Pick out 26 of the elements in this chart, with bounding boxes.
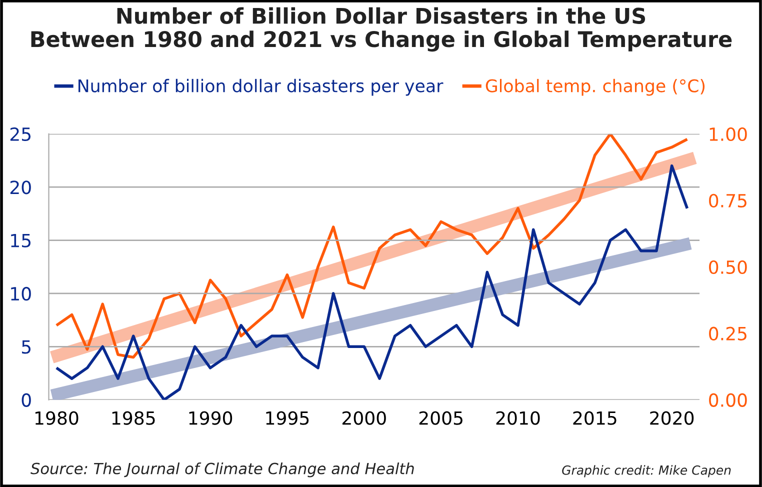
legend-label: Number of billion dollar disasters per year [78,78,444,96]
x-tick-label: 2020 [650,411,694,425]
y2-tick-label: 0.75 [709,194,746,208]
text: Graphic credit: Mike Capen [562,465,731,478]
y-tick-label: 15 [11,234,31,248]
chart-title: Number of Billion Dollar Disasters in the US Between 1980 and 2021 vs Change in Global Temperature [31,7,732,52]
source-note: Source: The Journal of Climate Change and Health [30,462,414,478]
y-tick-label: 5 [22,340,31,354]
x-tick-label: 2010 [496,411,540,425]
x-tick-label: 2000 [342,411,386,425]
y2-tick-label: 0.50 [709,260,747,274]
y2-tick-label: 1.00 [710,127,747,142]
y-tick-label: 20 [10,180,31,194]
x-tick-label: 1985 [112,411,155,425]
y2-tick-label: 0.25 [709,326,746,340]
x-tick-label: 1995 [266,411,309,425]
line-series [55,164,689,400]
y-tick-label: 0 [22,393,31,407]
x-tick-label: 2005 [419,411,462,425]
x-tick-label: 2015 [573,411,616,425]
x-tick-label: 1980 [35,411,78,425]
legend-label: Global temp. change (°C) [486,78,705,96]
y2-tick-label: 0.00 [709,393,747,407]
y-tick-label: 25 [10,127,31,142]
y-tick-label: 10 [11,286,31,301]
x-tick-label: 1990 [189,411,232,425]
